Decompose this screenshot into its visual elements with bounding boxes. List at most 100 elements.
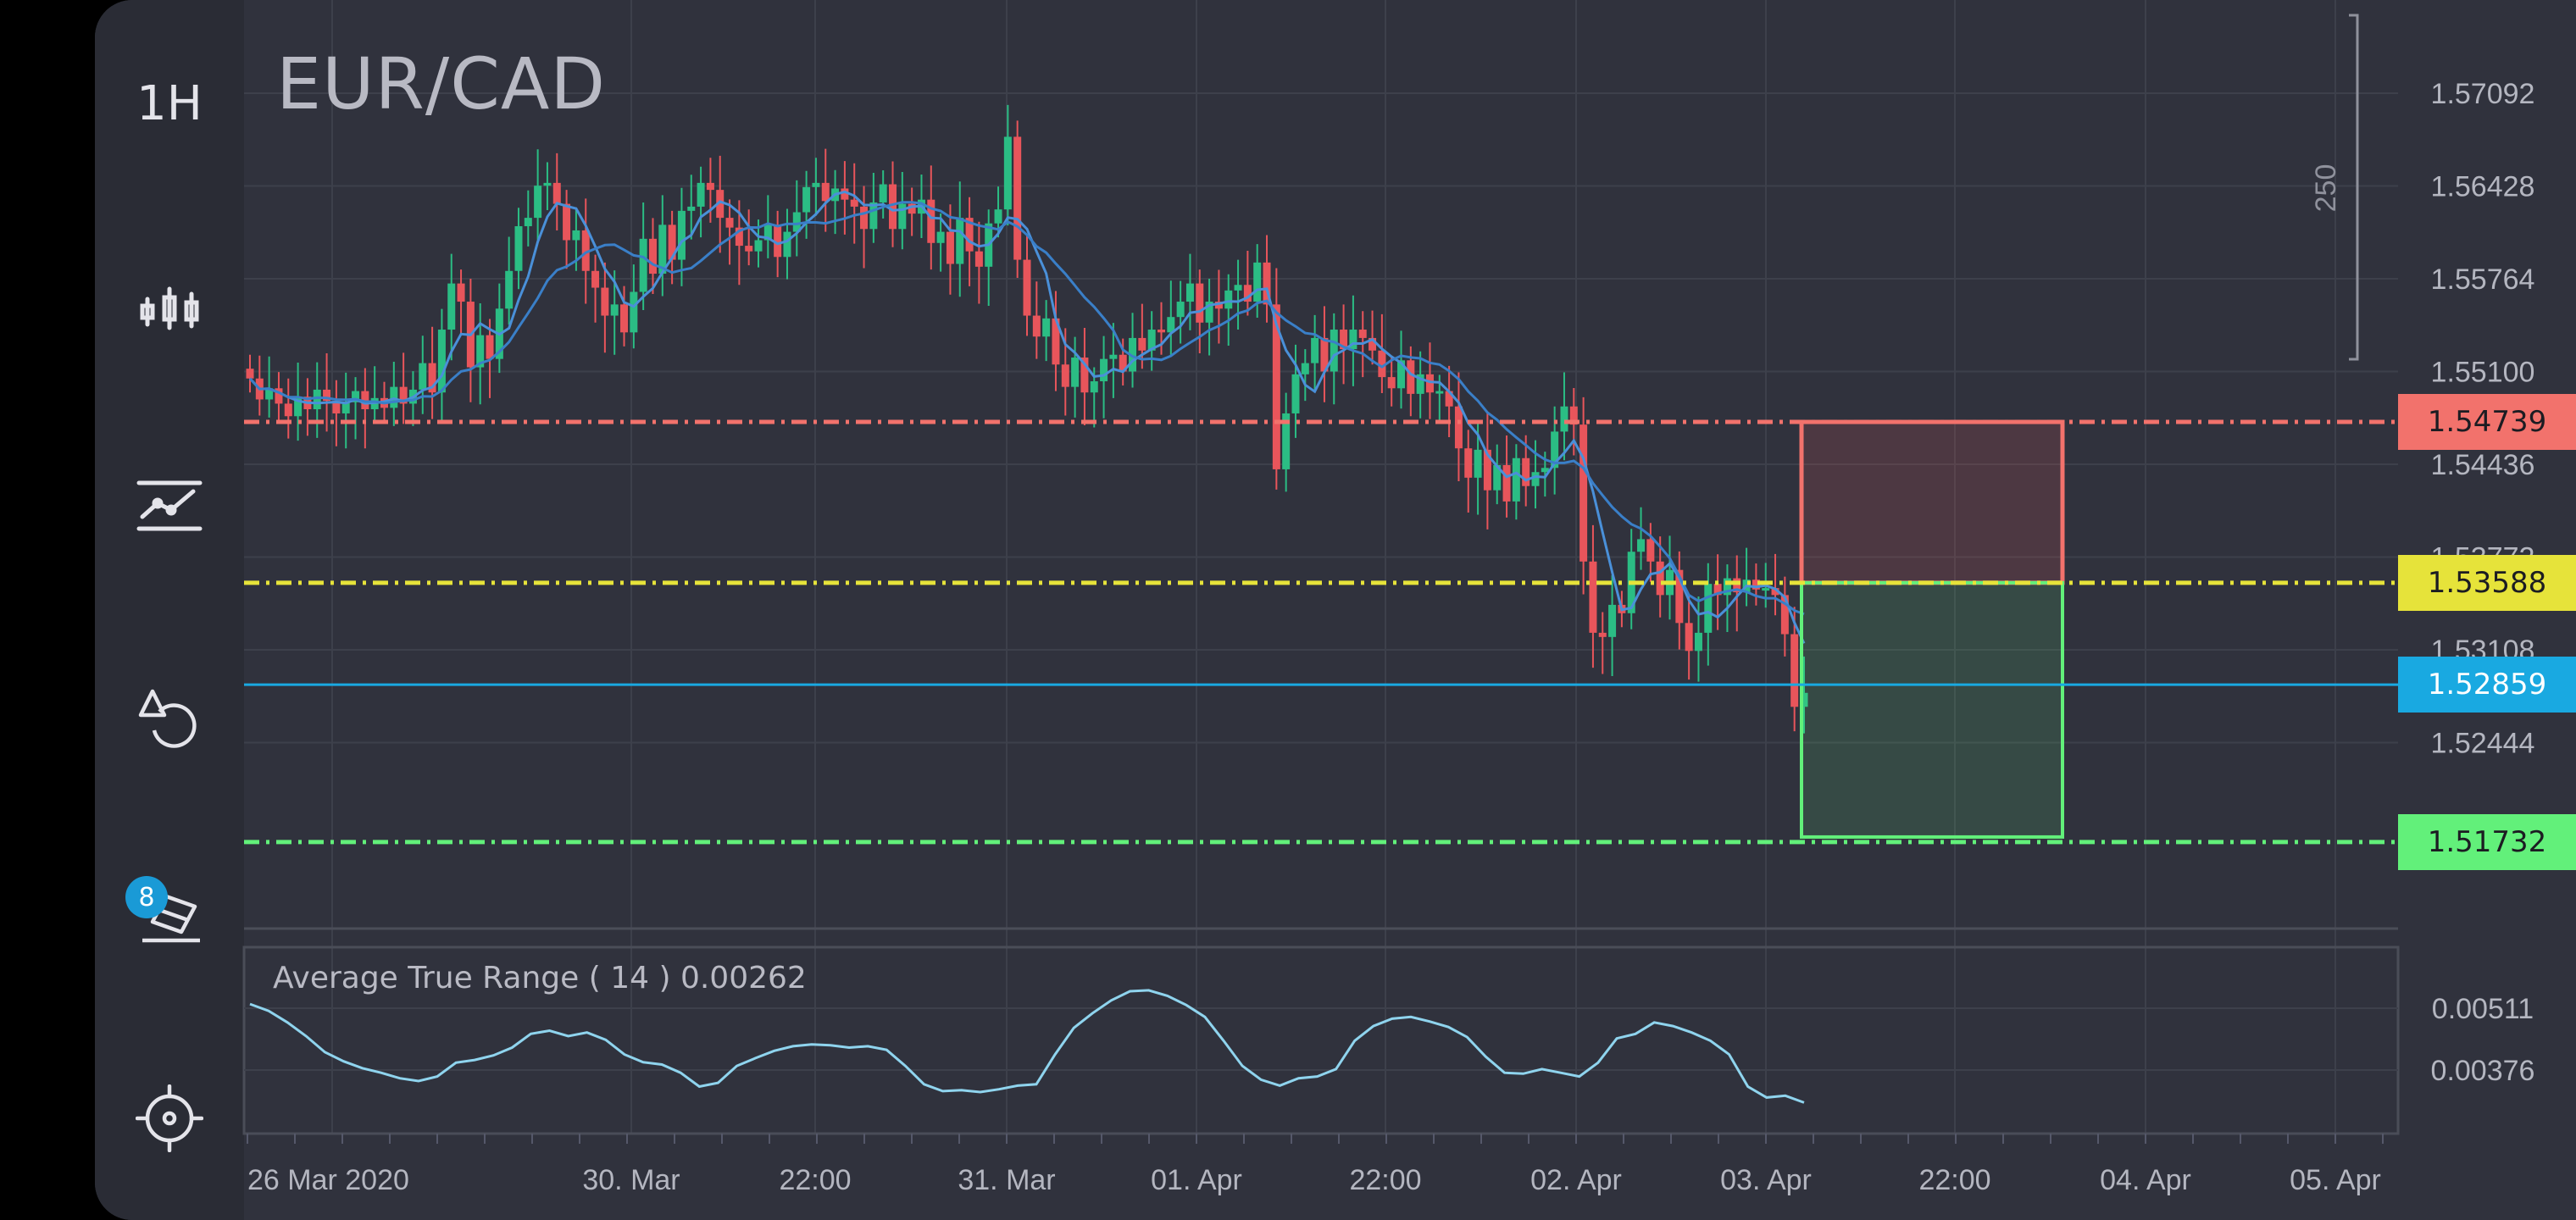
candle-body xyxy=(792,212,801,232)
candle-body xyxy=(783,231,791,258)
candle-body xyxy=(1790,634,1799,707)
candle-body xyxy=(1003,136,1012,210)
candle-body xyxy=(1551,431,1559,469)
time-axis-label: 02. Apr xyxy=(1530,1164,1622,1196)
position-tool[interactable] xyxy=(1799,419,2065,839)
candle-body xyxy=(1147,330,1156,351)
candle-body xyxy=(1224,290,1233,309)
price-chart[interactable]: 1.570921.564281.557641.551001.544361.537… xyxy=(95,0,2576,1220)
time-axis-label: 22:00 xyxy=(779,1164,851,1196)
atr-axis-label: 0.00511 xyxy=(2432,993,2534,1025)
candle-body xyxy=(1569,406,1578,425)
candle-body xyxy=(1752,580,1760,590)
atr-line xyxy=(249,989,1805,1104)
time-axis-label: 05. Apr xyxy=(2290,1164,2381,1196)
candle-body xyxy=(1061,364,1069,387)
candle-body xyxy=(1579,424,1588,562)
candle-body xyxy=(648,238,657,274)
entry-price-tag[interactable]: 1.53588 xyxy=(2398,554,2576,611)
candle-body xyxy=(1502,464,1511,502)
indicators-button[interactable] xyxy=(127,464,212,549)
candle-body xyxy=(1397,360,1406,389)
candle-body xyxy=(1560,406,1568,432)
moving-average-line xyxy=(248,190,1806,645)
candle-body xyxy=(821,182,830,202)
price-axis-label: 1.56428 xyxy=(2431,171,2535,203)
current-price-price-tag[interactable]: 1.52859 xyxy=(2398,657,2576,713)
time-axis-label: 03. Apr xyxy=(1720,1164,1812,1196)
price-axis-label: 1.52444 xyxy=(2431,728,2535,760)
candle-body xyxy=(1090,381,1098,393)
candle-body xyxy=(956,218,964,264)
candle-body xyxy=(1445,391,1453,407)
candle-body xyxy=(1387,377,1396,389)
shapes-icon xyxy=(138,689,197,748)
candle-body xyxy=(1493,464,1502,491)
candle-body xyxy=(898,203,907,230)
reward-box xyxy=(1800,580,2064,839)
candle-body xyxy=(850,199,858,207)
candle-body xyxy=(687,206,696,211)
candle-body xyxy=(428,363,436,393)
candle-body xyxy=(275,388,283,404)
candle-body xyxy=(1454,406,1463,449)
candle-body xyxy=(505,270,514,309)
chart-grid xyxy=(244,0,2398,1134)
candle-body xyxy=(974,251,983,267)
candle-body xyxy=(927,199,935,243)
candlestick-icon xyxy=(140,286,199,330)
candle-body xyxy=(1407,360,1415,394)
candle-body xyxy=(399,386,408,404)
candle-body xyxy=(1349,330,1357,350)
candlestick-series xyxy=(246,104,1808,734)
candle-body xyxy=(1013,136,1022,260)
candle-body xyxy=(879,184,887,202)
candle-body xyxy=(486,335,494,359)
candle-body xyxy=(1435,391,1444,394)
candle-body xyxy=(860,206,869,230)
candle-body xyxy=(1185,283,1194,302)
candle-body xyxy=(1541,468,1549,473)
candle-body xyxy=(658,225,667,274)
candle-body xyxy=(812,182,820,187)
candle-body xyxy=(697,182,705,207)
timeframe-button[interactable]: 1H xyxy=(136,75,203,131)
price-axis-label: 1.55764 xyxy=(2431,263,2535,296)
candle-body xyxy=(1522,458,1530,486)
candle-body xyxy=(1704,584,1713,633)
candle-body xyxy=(1780,595,1789,635)
atr-indicator-label: Average True Range ( 14 ) 0.00262 xyxy=(273,961,807,995)
candle-body xyxy=(1272,304,1280,469)
candle-body xyxy=(457,283,465,302)
alerts-badge: 8 xyxy=(125,876,168,918)
candle-body xyxy=(313,389,321,410)
price-levels[interactable] xyxy=(244,419,2398,845)
candle-body xyxy=(437,330,446,393)
candle-body xyxy=(591,270,600,288)
candle-body xyxy=(1637,539,1646,552)
chart-type-button[interactable] xyxy=(127,267,212,352)
candle-body xyxy=(1138,337,1146,351)
candle-body xyxy=(1340,330,1348,350)
candle-body xyxy=(543,182,552,186)
candle-body xyxy=(936,231,945,243)
candle-body xyxy=(639,238,647,292)
take-profit-price-tag[interactable]: 1.51732 xyxy=(2398,813,2576,870)
stop-loss-price-tag[interactable]: 1.54739 xyxy=(2398,394,2576,451)
candle-body xyxy=(1723,578,1731,596)
candle-body xyxy=(323,389,331,402)
candle-body xyxy=(1685,623,1693,652)
drawing-tools-button[interactable] xyxy=(127,673,212,757)
time-axis-label: 22:00 xyxy=(1349,1164,1421,1196)
crosshair-button[interactable] xyxy=(127,1076,212,1161)
candle-body xyxy=(332,401,341,413)
atr-series xyxy=(249,989,1805,1104)
candle-body xyxy=(552,182,561,204)
moving-average-line xyxy=(248,201,1805,616)
range-marker-label: 250 xyxy=(2310,164,2342,213)
candle-body xyxy=(630,291,638,333)
candle-body xyxy=(563,203,571,241)
candle-body xyxy=(1196,283,1204,323)
crosshair-icon xyxy=(136,1084,203,1152)
candle-body xyxy=(889,184,897,230)
